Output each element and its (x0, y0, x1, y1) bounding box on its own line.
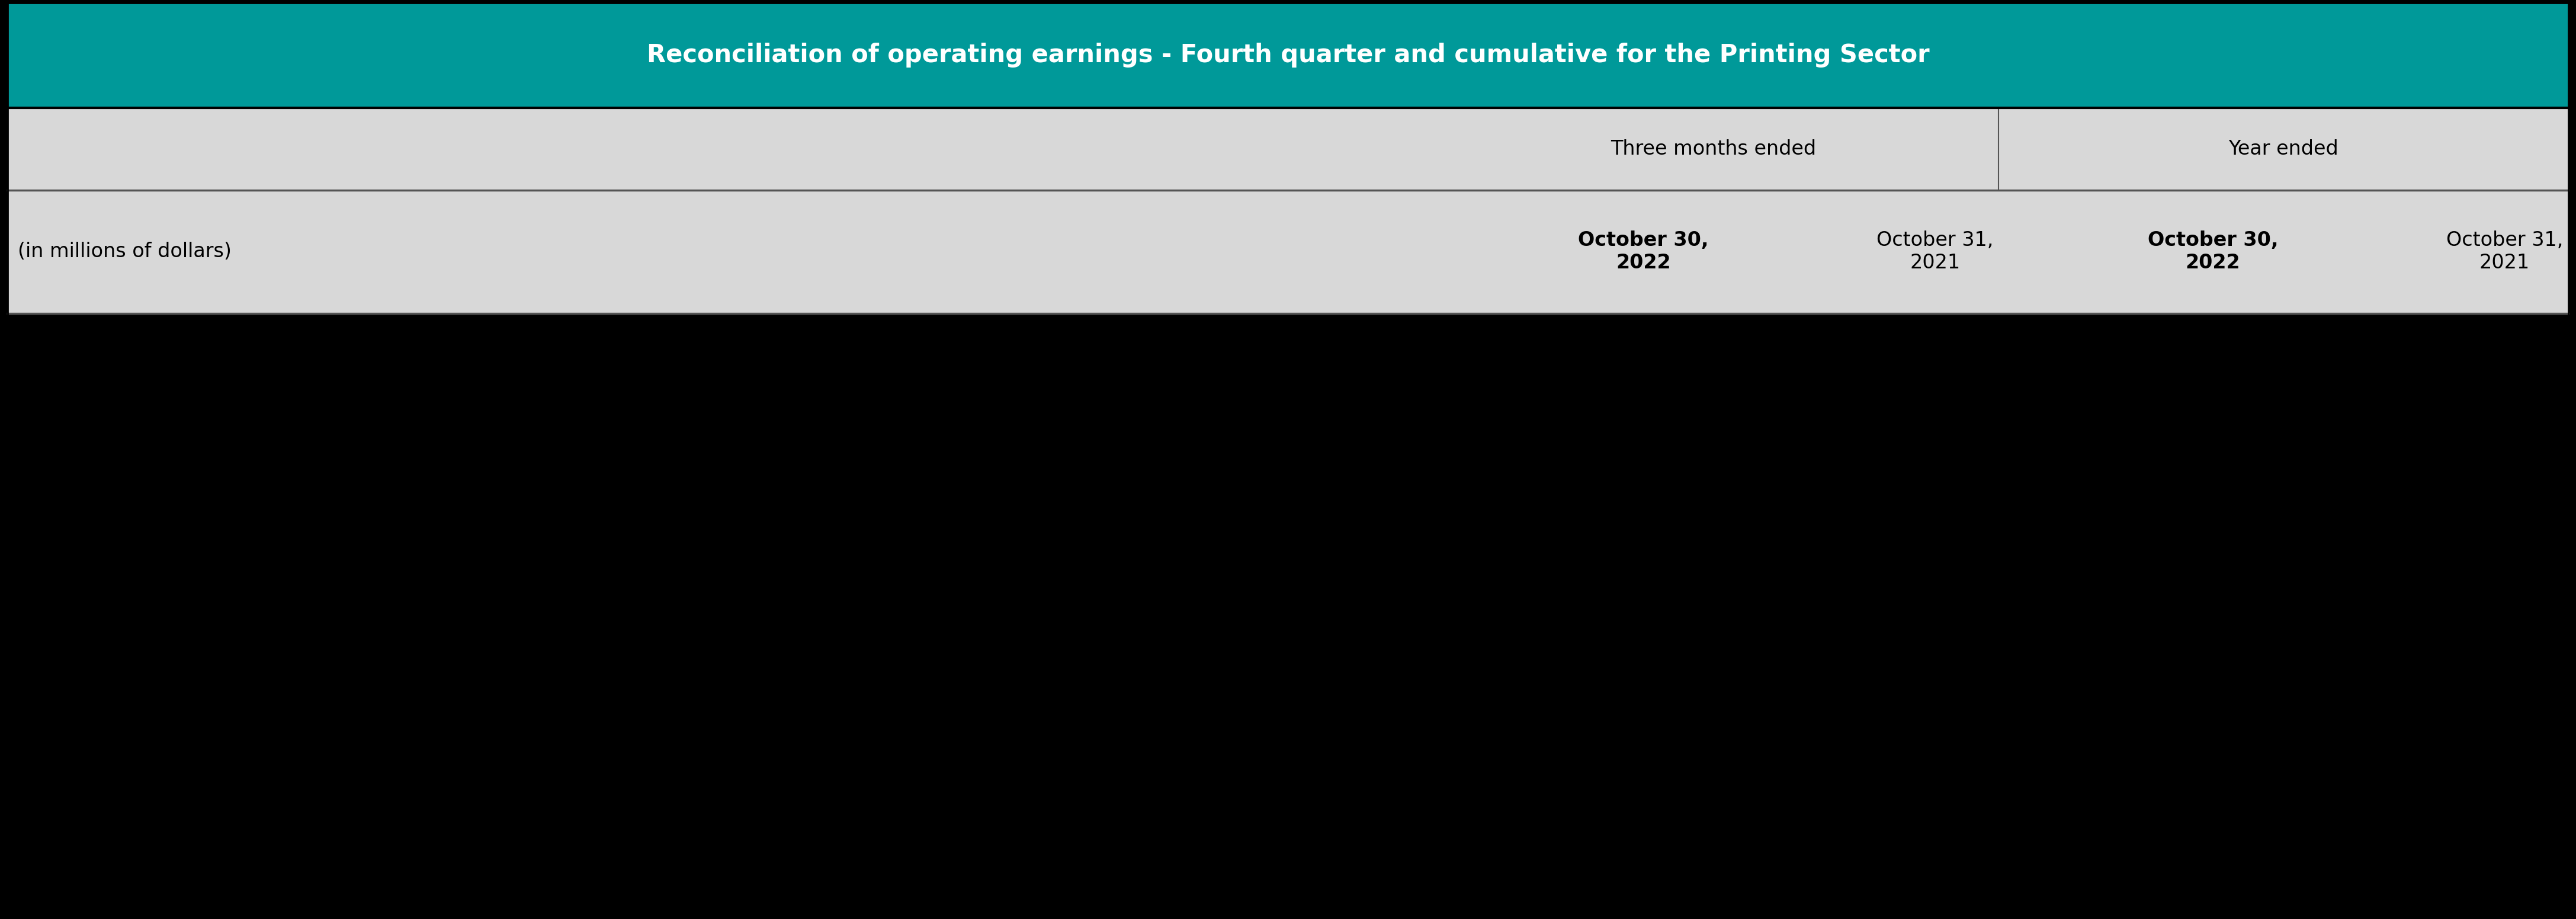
Text: Year ended: Year ended (2228, 139, 2339, 159)
Text: October 30,
2022: October 30, 2022 (1579, 231, 1708, 273)
Bar (8, 313, 2568, 916)
Text: October 31,
2021: October 31, 2021 (1875, 231, 1994, 273)
Bar (8, 108, 2568, 190)
Bar (8, 3, 2568, 108)
Text: October 30,
2022: October 30, 2022 (2148, 231, 2277, 273)
Text: (in millions of dollars): (in millions of dollars) (18, 242, 232, 262)
Bar (8, 190, 2568, 313)
Text: October 31,
2021: October 31, 2021 (2447, 231, 2563, 273)
Text: Three months ended: Three months ended (1610, 139, 1816, 159)
Text: Reconciliation of operating earnings - Fourth quarter and cumulative for the Pri: Reconciliation of operating earnings - F… (647, 43, 1929, 68)
